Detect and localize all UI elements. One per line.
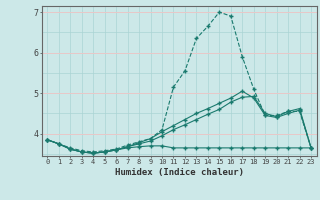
X-axis label: Humidex (Indice chaleur): Humidex (Indice chaleur) [115,168,244,177]
